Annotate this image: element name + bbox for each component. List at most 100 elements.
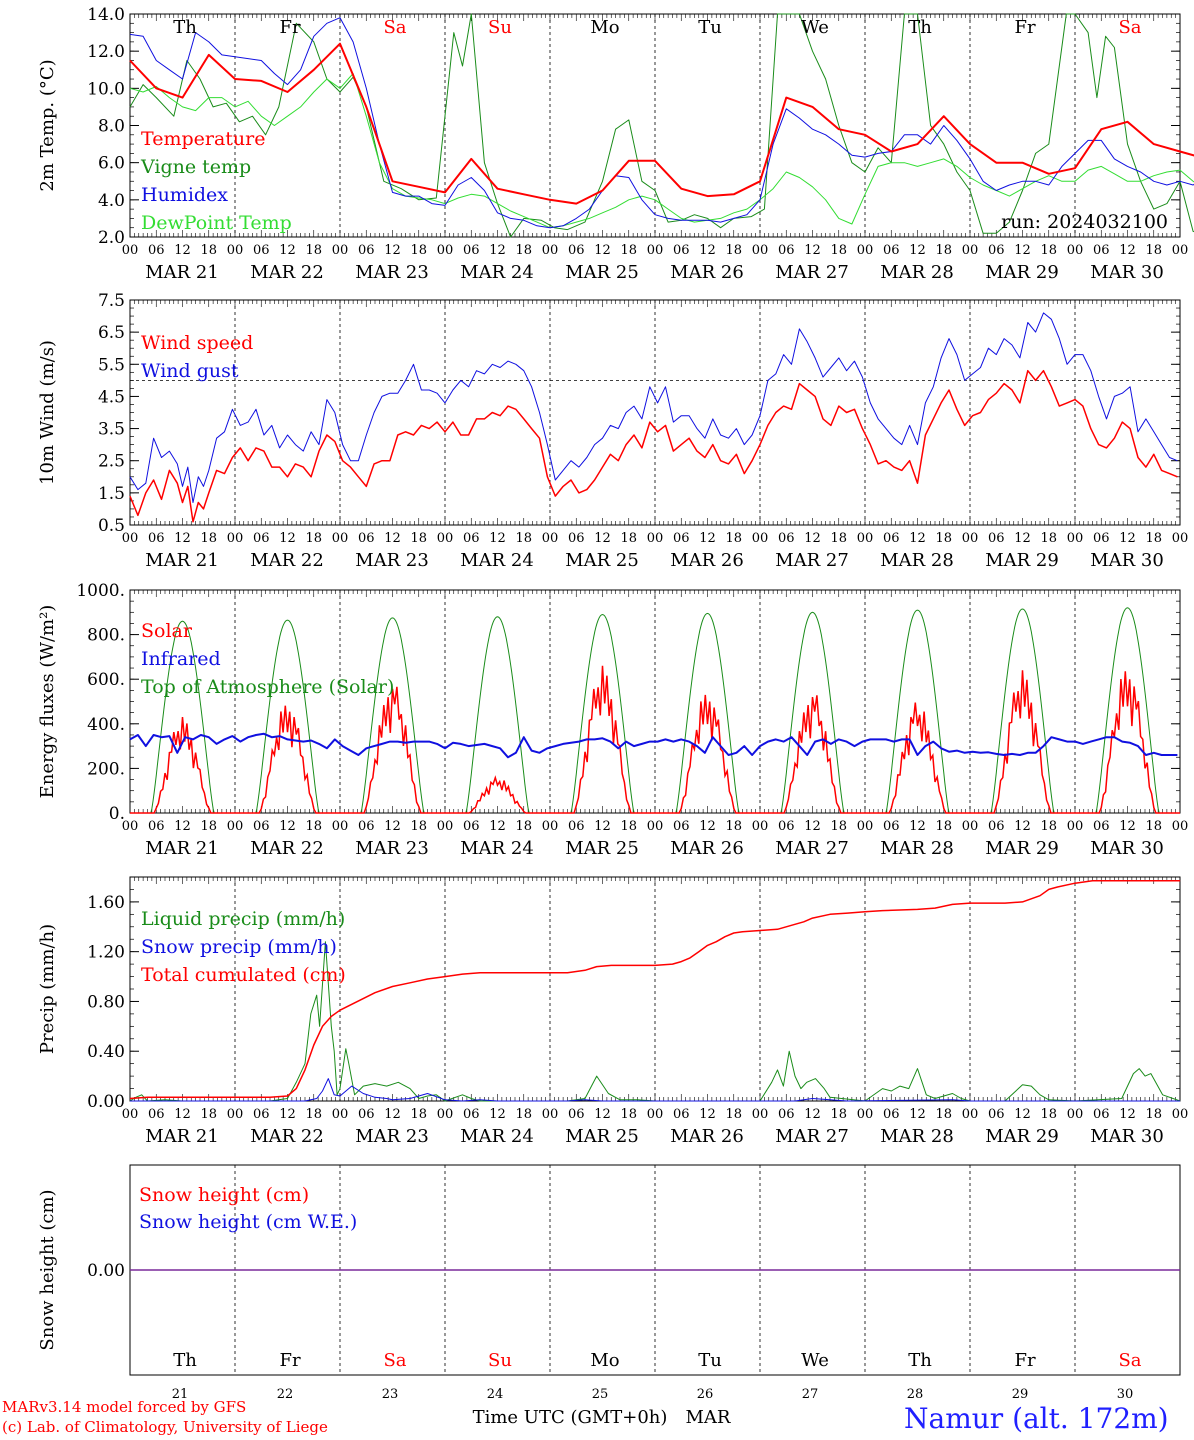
- x-hour-label: 06: [253, 819, 270, 834]
- x-hour-label: 18: [830, 243, 847, 258]
- x-hour-label: 12: [1014, 819, 1031, 834]
- x-hour-label: 18: [725, 819, 742, 834]
- x-hour-label: 06: [253, 1107, 270, 1122]
- x-hour-label: 00: [962, 531, 979, 546]
- day-of-week-label: Th: [173, 17, 197, 38]
- x-date-label: MAR 29: [985, 1126, 1059, 1147]
- x-date-label: MAR 25: [565, 838, 639, 859]
- x-hour-label: 00: [962, 243, 979, 258]
- x-hour-label: 18: [1040, 1107, 1057, 1122]
- x-hour-label: 06: [778, 819, 795, 834]
- y-tick-label: 0.5: [98, 516, 125, 536]
- y-tick-label: 7.5: [98, 291, 125, 311]
- x-hour-label: 06: [358, 243, 375, 258]
- x-hour-label: 18: [1040, 243, 1057, 258]
- x-date-label: MAR 23: [355, 550, 429, 571]
- legend-total-cumulated-cm-: Total cumulated (cm): [141, 964, 346, 986]
- x-hour-label: 12: [804, 243, 821, 258]
- x-hour-label: 00: [1172, 1107, 1189, 1122]
- x-hour-label: 12: [174, 243, 191, 258]
- x-hour-label: 18: [725, 243, 742, 258]
- y-tick-label: 6.5: [98, 323, 125, 343]
- day-of-week-label: Th: [173, 1350, 197, 1371]
- panel-3-y-axis: 0. 200. 400. 600. 800. 1000. Energy fluxes (W/…: [37, 581, 1180, 824]
- day-number-label: 30: [1117, 1387, 1134, 1402]
- x-date-label: MAR 27: [775, 838, 849, 859]
- x-hour-label: 12: [699, 819, 716, 834]
- x-hour-label: 12: [1119, 243, 1136, 258]
- x-hour-label: 18: [410, 1107, 427, 1122]
- x-hour-label: 06: [988, 531, 1005, 546]
- series-solar: [130, 665, 1180, 814]
- x-hour-label: 06: [148, 243, 165, 258]
- x-hour-label: 18: [410, 819, 427, 834]
- day-number-label: 23: [382, 1387, 399, 1402]
- y-tick-label: 4.0: [98, 191, 125, 211]
- x-hour-label: 00: [857, 819, 874, 834]
- x-hour-label: 00: [647, 531, 664, 546]
- legend-solar: Solar: [141, 620, 193, 642]
- series-wind-speed: [129, 369, 1178, 523]
- x-hour-label: 12: [804, 819, 821, 834]
- x-hour-label: 06: [883, 1107, 900, 1122]
- x-hour-label: 06: [778, 1107, 795, 1122]
- y-tick-label: 6.0: [98, 154, 125, 174]
- x-hour-label: 06: [568, 531, 585, 546]
- x-hour-label: 06: [778, 531, 795, 546]
- x-hour-label: 18: [410, 531, 427, 546]
- x-hour-label: 06: [568, 819, 585, 834]
- day-of-week-label: Fr: [1014, 1350, 1035, 1371]
- x-date-label: MAR 24: [460, 1126, 534, 1147]
- x-hour-label: 00: [857, 1107, 874, 1122]
- legend-top-of-atmosphere-solar-: Top of Atmosphere (Solar): [141, 676, 394, 698]
- x-hour-label: 00: [857, 243, 874, 258]
- y-tick-label: 14.0: [87, 5, 125, 25]
- x-hour-label: 12: [909, 1107, 926, 1122]
- x-hour-label: 00: [437, 819, 454, 834]
- x-date-label: MAR 23: [355, 1126, 429, 1147]
- x-hour-label: 18: [620, 1107, 637, 1122]
- day-of-week-label: Fr: [1014, 17, 1035, 38]
- x-hour-label: 12: [594, 531, 611, 546]
- x-hour-label: 06: [358, 819, 375, 834]
- y-tick-label: 0.00: [87, 1092, 125, 1112]
- x-hour-label: 06: [988, 243, 1005, 258]
- x-hour-label: 00: [332, 1107, 349, 1122]
- x-hour-label: 00: [227, 819, 244, 834]
- x-hour-label: 00: [752, 531, 769, 546]
- x-hour-label: 18: [935, 1107, 952, 1122]
- x-hour-label: 00: [752, 243, 769, 258]
- y-tick-label: 1000.: [76, 581, 125, 601]
- day-number-label: 22: [277, 1387, 294, 1402]
- day-of-week-label: Tu: [698, 1350, 722, 1371]
- x-date-label: MAR 30: [1090, 262, 1164, 283]
- x-date-label: MAR 29: [985, 262, 1059, 283]
- panel-4-y-label: Precip (mm/h): [37, 924, 58, 1054]
- x-hour-label: 12: [699, 531, 716, 546]
- x-hour-label: 12: [699, 1107, 716, 1122]
- x-hour-label: 06: [883, 819, 900, 834]
- series-infrared: [129, 732, 1178, 759]
- series-wind-gust: [129, 312, 1178, 503]
- run-label: run: 2024032100: [1001, 211, 1168, 233]
- day-of-week-label: Th: [908, 1350, 932, 1371]
- y-tick-label: 1.60: [87, 893, 125, 913]
- x-hour-label: 12: [1119, 819, 1136, 834]
- x-hour-label: 12: [384, 531, 401, 546]
- legend-snow-precip-mm-h-: Snow precip (mm/h): [141, 936, 337, 958]
- x-date-label: MAR 21: [145, 838, 219, 859]
- y-tick-label: 600.: [87, 670, 125, 690]
- x-hour-label: 18: [725, 531, 742, 546]
- x-hour-label: 12: [699, 243, 716, 258]
- x-hour-label: 12: [174, 1107, 191, 1122]
- x-hour-label: 18: [935, 531, 952, 546]
- x-date-label: MAR 28: [880, 550, 954, 571]
- x-date-label: MAR 25: [565, 550, 639, 571]
- x-hour-label: 00: [332, 819, 349, 834]
- y-tick-label: 0.80: [87, 992, 125, 1012]
- x-hour-label: 12: [279, 819, 296, 834]
- x-date-label: MAR 24: [460, 262, 534, 283]
- x-hour-label: 12: [384, 243, 401, 258]
- x-hour-label: 06: [463, 819, 480, 834]
